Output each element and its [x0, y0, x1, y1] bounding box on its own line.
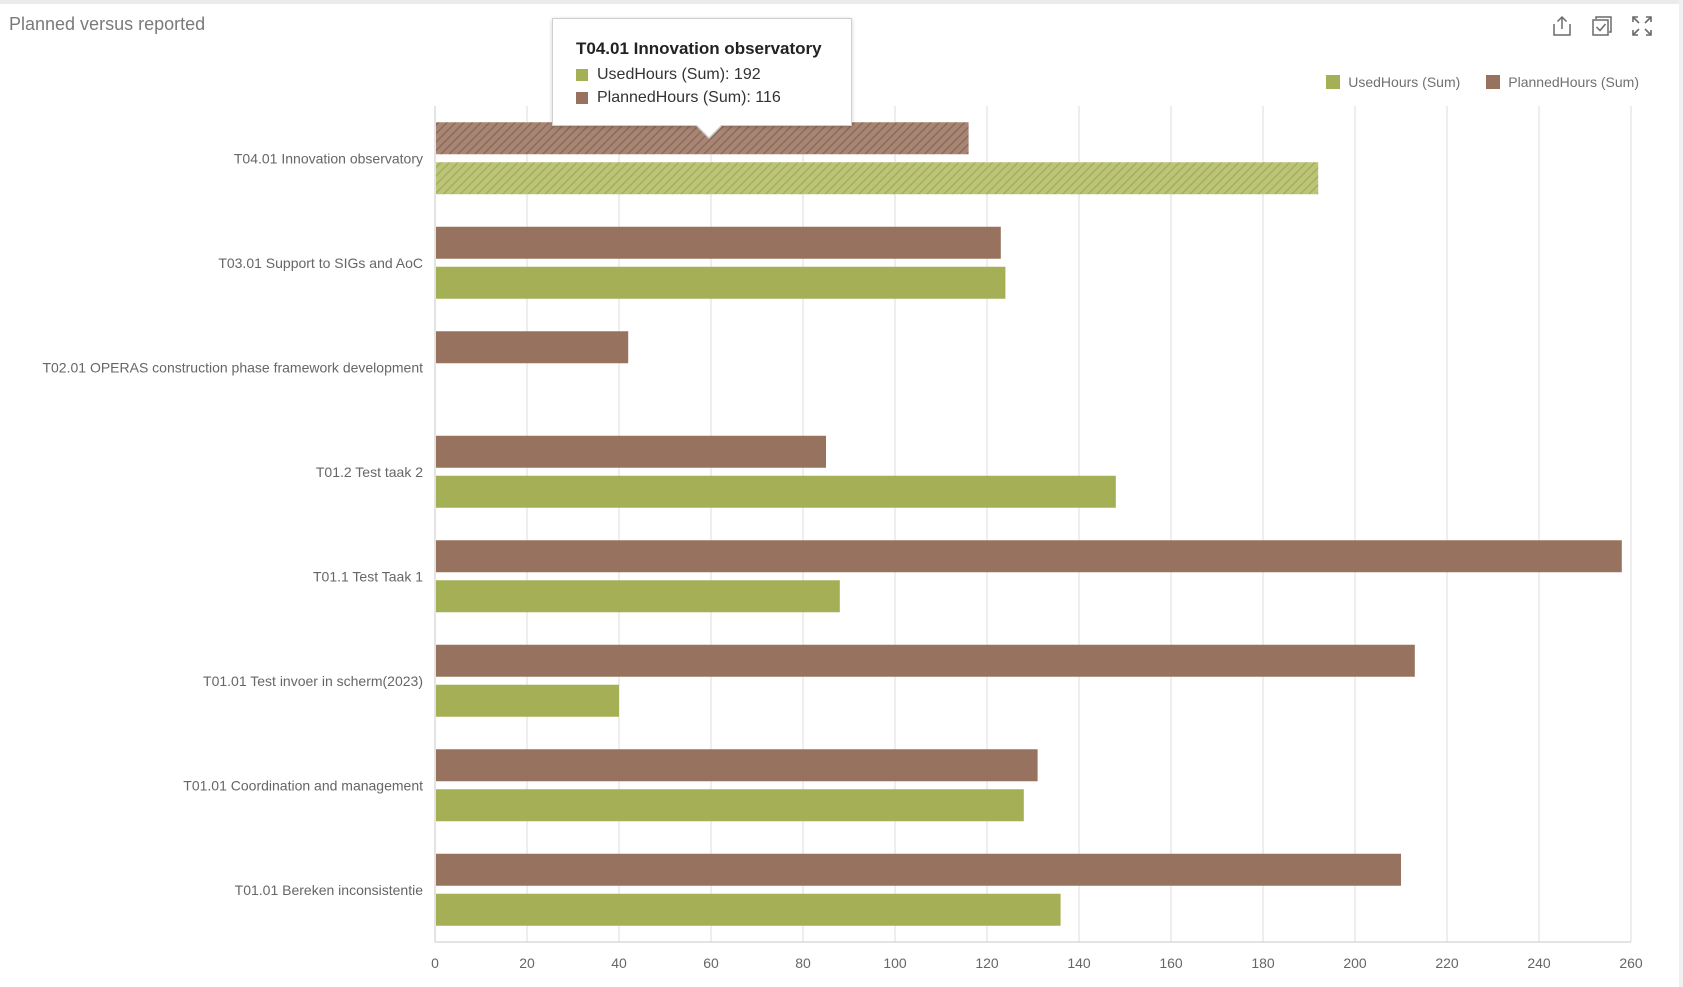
bar-used[interactable]	[436, 580, 840, 613]
bar-used[interactable]	[436, 162, 1319, 195]
tooltip-title: T04.01 Innovation observatory	[576, 39, 822, 58]
expand-icon	[1632, 16, 1652, 36]
bar-planned[interactable]	[436, 853, 1401, 886]
bar-used[interactable]	[436, 475, 1116, 508]
x-tick-label: 0	[431, 955, 439, 971]
category-label: T03.01 Support to SIGs and AoC	[218, 255, 423, 271]
x-tick-label: 80	[795, 955, 811, 971]
category-label: T01.01 Bereken inconsistentie	[235, 882, 424, 898]
x-tick-label: 140	[1067, 955, 1091, 971]
x-tick-label: 60	[703, 955, 719, 971]
export-button[interactable]	[1549, 13, 1575, 39]
legend-swatch-planned	[1486, 75, 1501, 89]
bar-planned[interactable]	[436, 435, 826, 468]
category-label: T01.1 Test Taak 1	[313, 568, 423, 584]
right-border	[1679, 0, 1683, 987]
bar-planned[interactable]	[436, 749, 1038, 782]
x-tick-label: 180	[1251, 955, 1275, 971]
tooltip-row-used: UsedHours (Sum): 192	[576, 63, 851, 86]
chart-tooltip: T04.01 Innovation observatory UsedHours …	[552, 18, 852, 139]
x-tick-label: 120	[975, 955, 999, 971]
x-tick-label: 20	[519, 955, 535, 971]
category-label: T01.01 Test invoer in scherm(2023)	[203, 673, 423, 689]
bar-used[interactable]	[436, 266, 1006, 299]
select-button[interactable]	[1589, 13, 1615, 39]
fullscreen-button[interactable]	[1629, 13, 1655, 39]
category-label: T01.2 Test taak 2	[316, 464, 423, 480]
bar-planned[interactable]	[436, 540, 1622, 573]
x-tick-label: 40	[611, 955, 627, 971]
x-axis-ticks: 0 20 40 60 80 100 120 140 160 180 200 220 240 260	[431, 955, 1643, 971]
x-tick-label: 240	[1527, 955, 1551, 971]
checkbox-icon	[1592, 16, 1612, 36]
legend-label-used: UsedHours (Sum)	[1348, 74, 1461, 90]
share-icon	[1553, 15, 1571, 36]
bar-used[interactable]	[436, 789, 1024, 822]
bar-used[interactable]	[436, 893, 1061, 926]
category-label: T01.01 Coordination and management	[183, 777, 423, 793]
x-tick-label: 200	[1343, 955, 1367, 971]
category-label: T02.01 OPERAS construction phase framewo…	[42, 359, 423, 375]
tooltip-swatch-used	[576, 68, 588, 81]
bar-planned[interactable]	[436, 644, 1415, 677]
category-label: T04.01 Innovation observatory	[234, 150, 423, 166]
panel-title: Planned versus reported	[9, 14, 206, 34]
tooltip-label-planned: PlannedHours (Sum): 116	[597, 89, 781, 106]
x-tick-label: 260	[1619, 955, 1643, 971]
tooltip-swatch-planned	[576, 91, 588, 104]
bar-used[interactable]	[436, 684, 619, 717]
legend-label-planned: PlannedHours (Sum)	[1508, 74, 1639, 90]
chart-legend: UsedHours (Sum) PlannedHours (Sum)	[1326, 74, 1639, 90]
legend-item-used[interactable]: UsedHours (Sum)	[1326, 74, 1460, 90]
tooltip-label-used: UsedHours (Sum): 192	[597, 66, 761, 83]
bars	[436, 122, 1622, 926]
top-border	[0, 0, 1683, 4]
x-tick-label: 160	[1159, 955, 1183, 971]
panel-toolbar	[1549, 13, 1655, 39]
bar-planned[interactable]	[436, 331, 629, 364]
legend-item-planned[interactable]: PlannedHours (Sum)	[1486, 74, 1639, 90]
bar-planned[interactable]	[436, 226, 1001, 259]
x-tick-label: 220	[1435, 955, 1459, 971]
x-tick-label: 100	[883, 955, 907, 971]
legend-swatch-used	[1326, 75, 1341, 89]
tooltip-row-planned: PlannedHours (Sum): 116	[576, 86, 851, 109]
category-labels: T04.01 Innovation observatory T03.01 Supp…	[42, 150, 423, 898]
